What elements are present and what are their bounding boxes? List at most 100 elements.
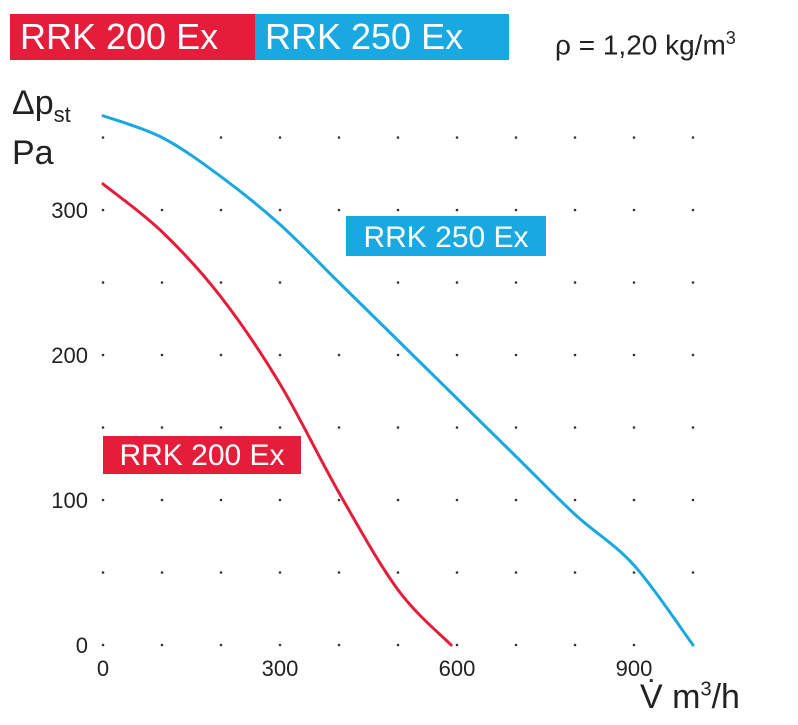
x-axis-unit: /h xyxy=(711,678,740,716)
y-tick-label: 0 xyxy=(76,633,88,658)
grid-dot xyxy=(396,136,400,139)
grid-dot xyxy=(101,281,105,284)
grid-dot xyxy=(396,208,400,212)
series-label-rrk-200-ex-text: RRK 200 Ex xyxy=(119,439,284,472)
grid-dot xyxy=(573,426,577,429)
air-density-note: ρ = 1,20 kg/m3 xyxy=(555,28,736,61)
grid-dot xyxy=(396,498,400,502)
series-line-rrk-200-ex xyxy=(101,182,453,647)
x-axis-exponent: 3 xyxy=(700,678,712,701)
grid-dot xyxy=(101,643,105,647)
density-text: ρ = 1,20 kg/m xyxy=(555,29,726,61)
grid-dot xyxy=(396,426,400,429)
grid-dot xyxy=(691,426,695,429)
grid-dot xyxy=(514,208,518,212)
x-axis-label: V̇ m3/h xyxy=(640,678,740,717)
grid-dot xyxy=(455,571,459,574)
x-tick-label: 600 xyxy=(439,656,476,681)
grid-dot xyxy=(455,426,459,429)
series-line-rrk-250-ex xyxy=(101,114,695,647)
grid-dot xyxy=(160,353,164,357)
grid-dot xyxy=(160,571,164,574)
grid-dot xyxy=(278,426,282,429)
series-label-rrk-200-ex-box xyxy=(103,436,301,474)
grid-dot xyxy=(632,136,636,139)
grid-dot xyxy=(632,426,636,429)
grid-dot xyxy=(691,208,695,212)
y-tick-label: 200 xyxy=(51,343,88,368)
grid-dot xyxy=(219,208,223,212)
grid-dot xyxy=(691,498,695,502)
grid-dot xyxy=(278,498,282,502)
series-curves xyxy=(101,114,695,647)
grid-dot xyxy=(514,136,518,139)
series-label-rrk-250-ex-box xyxy=(346,216,546,256)
grid-dot xyxy=(337,208,341,212)
density-exponent: 3 xyxy=(725,28,736,48)
grid-dot xyxy=(219,281,223,284)
grid-dot xyxy=(160,426,164,429)
grid-dot xyxy=(573,643,577,647)
grid-dot xyxy=(455,136,459,139)
grid-dot xyxy=(514,498,518,502)
grid-dot xyxy=(514,426,518,429)
grid-dot xyxy=(455,498,459,502)
grid-dot xyxy=(396,643,400,647)
grid-dot xyxy=(160,208,164,212)
grid-dot xyxy=(396,353,400,357)
grid-dot xyxy=(573,353,577,357)
grid-dot xyxy=(278,136,282,139)
grid-dot xyxy=(632,353,636,357)
grid-dot xyxy=(219,498,223,502)
grid-dot xyxy=(278,353,282,357)
grid-dot xyxy=(455,208,459,212)
grid-dot xyxy=(396,281,400,284)
grid-dot xyxy=(101,498,105,502)
grid-dot xyxy=(219,426,223,429)
grid-dot xyxy=(514,571,518,574)
grid-dot xyxy=(278,571,282,574)
grid-dot xyxy=(278,208,282,212)
grid-dot xyxy=(514,353,518,357)
grid-dot xyxy=(160,498,164,502)
grid-dot xyxy=(632,498,636,502)
grid-dot xyxy=(632,208,636,212)
grid-dot xyxy=(691,571,695,574)
grid-dot xyxy=(514,643,518,647)
y-tick-label: 100 xyxy=(51,488,88,513)
grid-dot xyxy=(160,281,164,284)
legend-rrk-200-ex: RRK 200 Ex xyxy=(10,14,258,60)
grid-dot xyxy=(573,136,577,139)
x-tick-label: 300 xyxy=(262,656,299,681)
grid-dot xyxy=(101,208,105,212)
grid-dot xyxy=(337,136,341,139)
y-axis-label: Δpst Pa xyxy=(12,80,71,176)
grid-dot xyxy=(396,571,400,574)
series-label-rrk-250-ex-text: RRK 250 Ex xyxy=(363,221,528,254)
grid-dot xyxy=(573,498,577,502)
y-tick-labels: 0 100 200 300 xyxy=(51,198,88,658)
grid-dot xyxy=(632,643,636,647)
grid-dot xyxy=(278,281,282,284)
y-axis-unit: Pa xyxy=(12,134,54,172)
grid-dot xyxy=(219,571,223,574)
grid-dot xyxy=(455,281,459,284)
x-axis-symbol: V̇ m xyxy=(640,678,701,716)
grid-dot xyxy=(337,571,341,574)
y-axis-symbol: Δp xyxy=(12,84,54,122)
x-tick-label: 0 xyxy=(97,656,109,681)
grid-dot xyxy=(632,281,636,284)
y-tick-label: 300 xyxy=(51,198,88,223)
grid-dot xyxy=(514,281,518,284)
grid-dot xyxy=(632,571,636,574)
series-labels: RRK 200 Ex RRK 250 Ex xyxy=(103,216,546,474)
grid-dot xyxy=(691,281,695,284)
x-tick-labels: 0 300 600 900 xyxy=(97,656,652,681)
grid-dot xyxy=(101,136,105,139)
grid-dot xyxy=(337,643,341,647)
grid-dot xyxy=(573,281,577,284)
grid-dot xyxy=(573,571,577,574)
grid-dot xyxy=(691,136,695,139)
grid-dot xyxy=(101,426,105,429)
